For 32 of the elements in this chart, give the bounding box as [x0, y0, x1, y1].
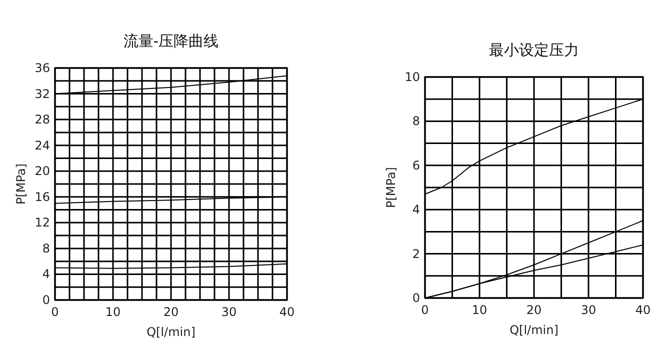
y-tick-label: 20 [34, 164, 50, 178]
y-tick-label: 2 [412, 246, 420, 261]
x-tick-label: 30 [580, 303, 596, 317]
y-tick-label: 8 [42, 241, 50, 256]
y-axis-title: P[MPa] [384, 166, 398, 208]
chart-title: 最小设定压力 [489, 41, 579, 59]
y-tick-label: 32 [34, 86, 50, 101]
x-tick-label: 0 [421, 303, 429, 317]
y-tick-label: 4 [42, 267, 50, 282]
y-tick-label: 8 [412, 114, 420, 128]
y-tick-label: 28 [34, 112, 50, 127]
x-tick-label: 10 [105, 305, 121, 319]
x-tick-label: 40 [635, 303, 651, 317]
x-tick-label: 30 [221, 305, 237, 319]
y-tick-label: 6 [412, 158, 420, 172]
x-axis-title: Q[l/min] [510, 323, 558, 337]
x-tick-label: 0 [51, 305, 59, 319]
x-tick-label: 40 [279, 305, 295, 319]
chart-title: 流量-压降曲线 [123, 32, 219, 50]
x-tick-label: 10 [472, 303, 488, 317]
y-tick-label: 36 [34, 61, 50, 75]
y-tick-label: 0 [42, 293, 50, 307]
y-tick-label: 12 [34, 216, 50, 230]
y-axis-title: P[MPa] [14, 163, 28, 205]
y-tick-label: 24 [34, 138, 50, 152]
y-tick-label: 0 [412, 291, 420, 305]
x-tick-label: 20 [163, 305, 179, 319]
y-tick-label: 10 [404, 70, 420, 84]
x-tick-label: 20 [526, 303, 542, 317]
y-tick-label: 4 [412, 202, 420, 217]
y-tick-label: 16 [34, 190, 50, 204]
x-axis-title: Q[l/min] [146, 325, 196, 339]
